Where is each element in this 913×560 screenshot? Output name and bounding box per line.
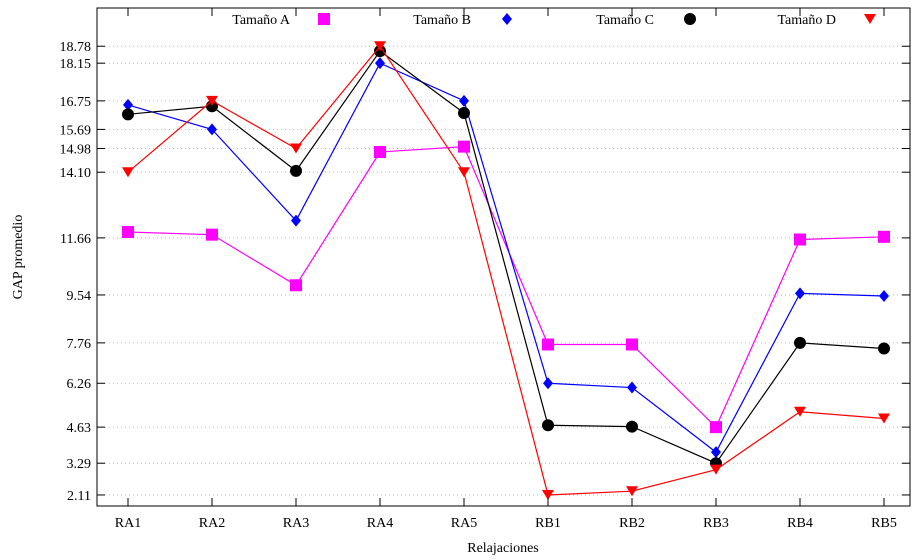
y-tick-label: 2.11 (67, 489, 91, 504)
x-tick-label: RA3 (283, 516, 309, 531)
series-c (122, 45, 890, 470)
series-line (127, 45, 885, 496)
data-point (458, 106, 470, 119)
data-point (626, 338, 638, 351)
y-tick-label: 14.98 (60, 143, 92, 158)
data-point (123, 98, 133, 111)
grid-lines (97, 45, 910, 496)
y-tick-label: 4.63 (67, 421, 92, 436)
y-tick-label: 7.76 (67, 337, 92, 352)
data-point (878, 413, 890, 424)
x-axis-label: Relajaciones (467, 541, 539, 556)
data-point (794, 406, 806, 417)
series-group (122, 41, 890, 500)
series-line (127, 50, 885, 464)
series-line (127, 62, 885, 454)
data-point (375, 57, 385, 70)
y-tick-label: 6.26 (67, 377, 92, 392)
data-point (459, 94, 469, 107)
data-point (627, 381, 637, 394)
x-tick-label: RB1 (535, 516, 561, 531)
x-tick-label: RA4 (367, 516, 393, 531)
series-line (127, 146, 885, 429)
y-tick-label: 11.66 (60, 232, 91, 247)
data-point (374, 146, 386, 159)
data-point (710, 464, 722, 475)
x-axis-ticks: RA1 RA2 RA3 RA4 RA5 RB1 RB2 RB3 RB4 RB5 (115, 8, 897, 531)
legend-marker (864, 14, 876, 24)
x-tick-label: RA2 (199, 516, 225, 531)
x-tick-label: RB4 (787, 516, 813, 531)
data-point (122, 225, 134, 238)
data-point (626, 486, 638, 497)
data-point (207, 123, 217, 136)
y-tick-label: 15.69 (60, 123, 92, 138)
legend-label: Tamaño B (413, 13, 471, 28)
data-point (291, 214, 301, 227)
data-point (794, 233, 806, 246)
y-tick-label: 18.15 (60, 57, 92, 72)
data-point (878, 342, 890, 355)
data-point (290, 279, 302, 292)
x-tick-label: RB5 (871, 516, 897, 531)
y-tick-label: 18.78 (60, 40, 92, 55)
series-d (122, 41, 890, 500)
data-point (458, 140, 470, 153)
data-point (206, 228, 218, 241)
data-point (543, 377, 553, 390)
data-point (122, 167, 134, 178)
y-tick-label: 16.75 (60, 95, 92, 110)
data-point (711, 446, 721, 459)
series-b (123, 57, 889, 459)
legend-marker (502, 13, 512, 25)
y-tick-label: 9.54 (67, 289, 92, 304)
data-point (206, 95, 218, 106)
data-point (122, 108, 134, 121)
data-point (542, 419, 554, 432)
x-tick-label: RA5 (451, 516, 477, 531)
data-point (458, 167, 470, 178)
y-axis-label: GAP promedio (11, 215, 26, 300)
legend-label: Tamaño A (232, 13, 291, 28)
y-axis-ticks: 2.11 3.29 4.63 6.26 7.76 9.54 11.66 14.10 14.98 1… (60, 40, 910, 504)
data-point (626, 420, 638, 433)
data-point (290, 164, 302, 177)
legend-marker (318, 13, 330, 25)
data-point (710, 421, 722, 434)
series-a (122, 140, 890, 434)
data-point (542, 338, 554, 351)
legend-label: Tamaño D (777, 13, 836, 28)
legend-label: Tamaño C (596, 13, 654, 28)
data-point (374, 41, 386, 52)
legend: Tamaño A Tamaño B Tamaño C Tamaño D (232, 13, 876, 28)
data-point (879, 290, 889, 303)
legend-marker (684, 13, 696, 25)
data-point (878, 230, 890, 243)
x-tick-label: RB2 (619, 516, 645, 531)
data-point (542, 489, 554, 500)
data-point (795, 287, 805, 300)
y-tick-label: 3.29 (67, 457, 92, 472)
data-point (794, 336, 806, 349)
data-point (290, 143, 302, 154)
x-tick-label: RB3 (703, 516, 729, 531)
plot-frame (96, 7, 911, 507)
y-tick-label: 14.10 (60, 166, 92, 181)
x-tick-label: RA1 (115, 516, 141, 531)
